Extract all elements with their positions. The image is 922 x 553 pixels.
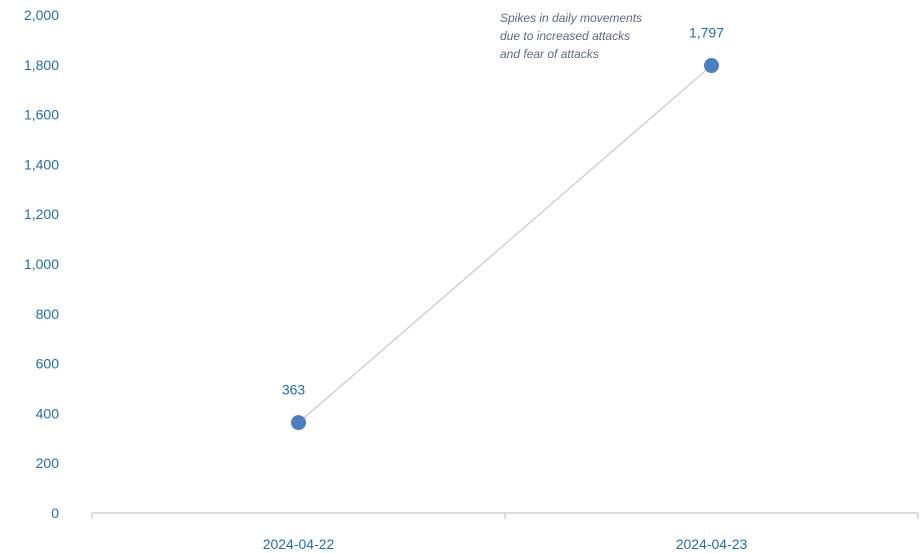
y-tick-label: 0 [51,505,59,521]
y-tick-label: 600 [36,356,60,372]
annotation-line: and fear of attacks [500,47,599,61]
data-label: 363 [282,382,306,398]
y-tick-label: 1,400 [24,156,59,172]
y-tick-label: 1,200 [24,206,59,222]
series-line [298,65,712,424]
series-layer: 363 1,797 [282,25,724,431]
data-label: 1,797 [689,25,724,41]
y-tick-label: 200 [36,455,60,471]
chart-annotation: Spikes in daily movements due to increase… [500,11,642,61]
y-tick-label: 1,800 [24,57,59,73]
annotation-line: Spikes in daily movements [500,11,642,25]
y-axis-ticks: 0 200 400 600 800 1,000 1,200 1,400 1,600 1,800 2,… [24,7,59,521]
x-axis: 2024-04-22 2024-04-23 [91,512,919,552]
y-tick-label: 800 [36,306,60,322]
x-tick-label: 2024-04-22 [263,536,335,552]
x-tick-label: 2024-04-23 [676,536,748,552]
data-point [704,58,719,74]
y-tick-label: 400 [36,405,60,421]
y-tick-label: 1,600 [24,107,59,123]
annotation-line: due to increased attacks [500,29,630,43]
data-point [291,415,306,431]
y-tick-label: 1,000 [24,256,59,272]
y-tick-label: 2,000 [24,7,59,23]
